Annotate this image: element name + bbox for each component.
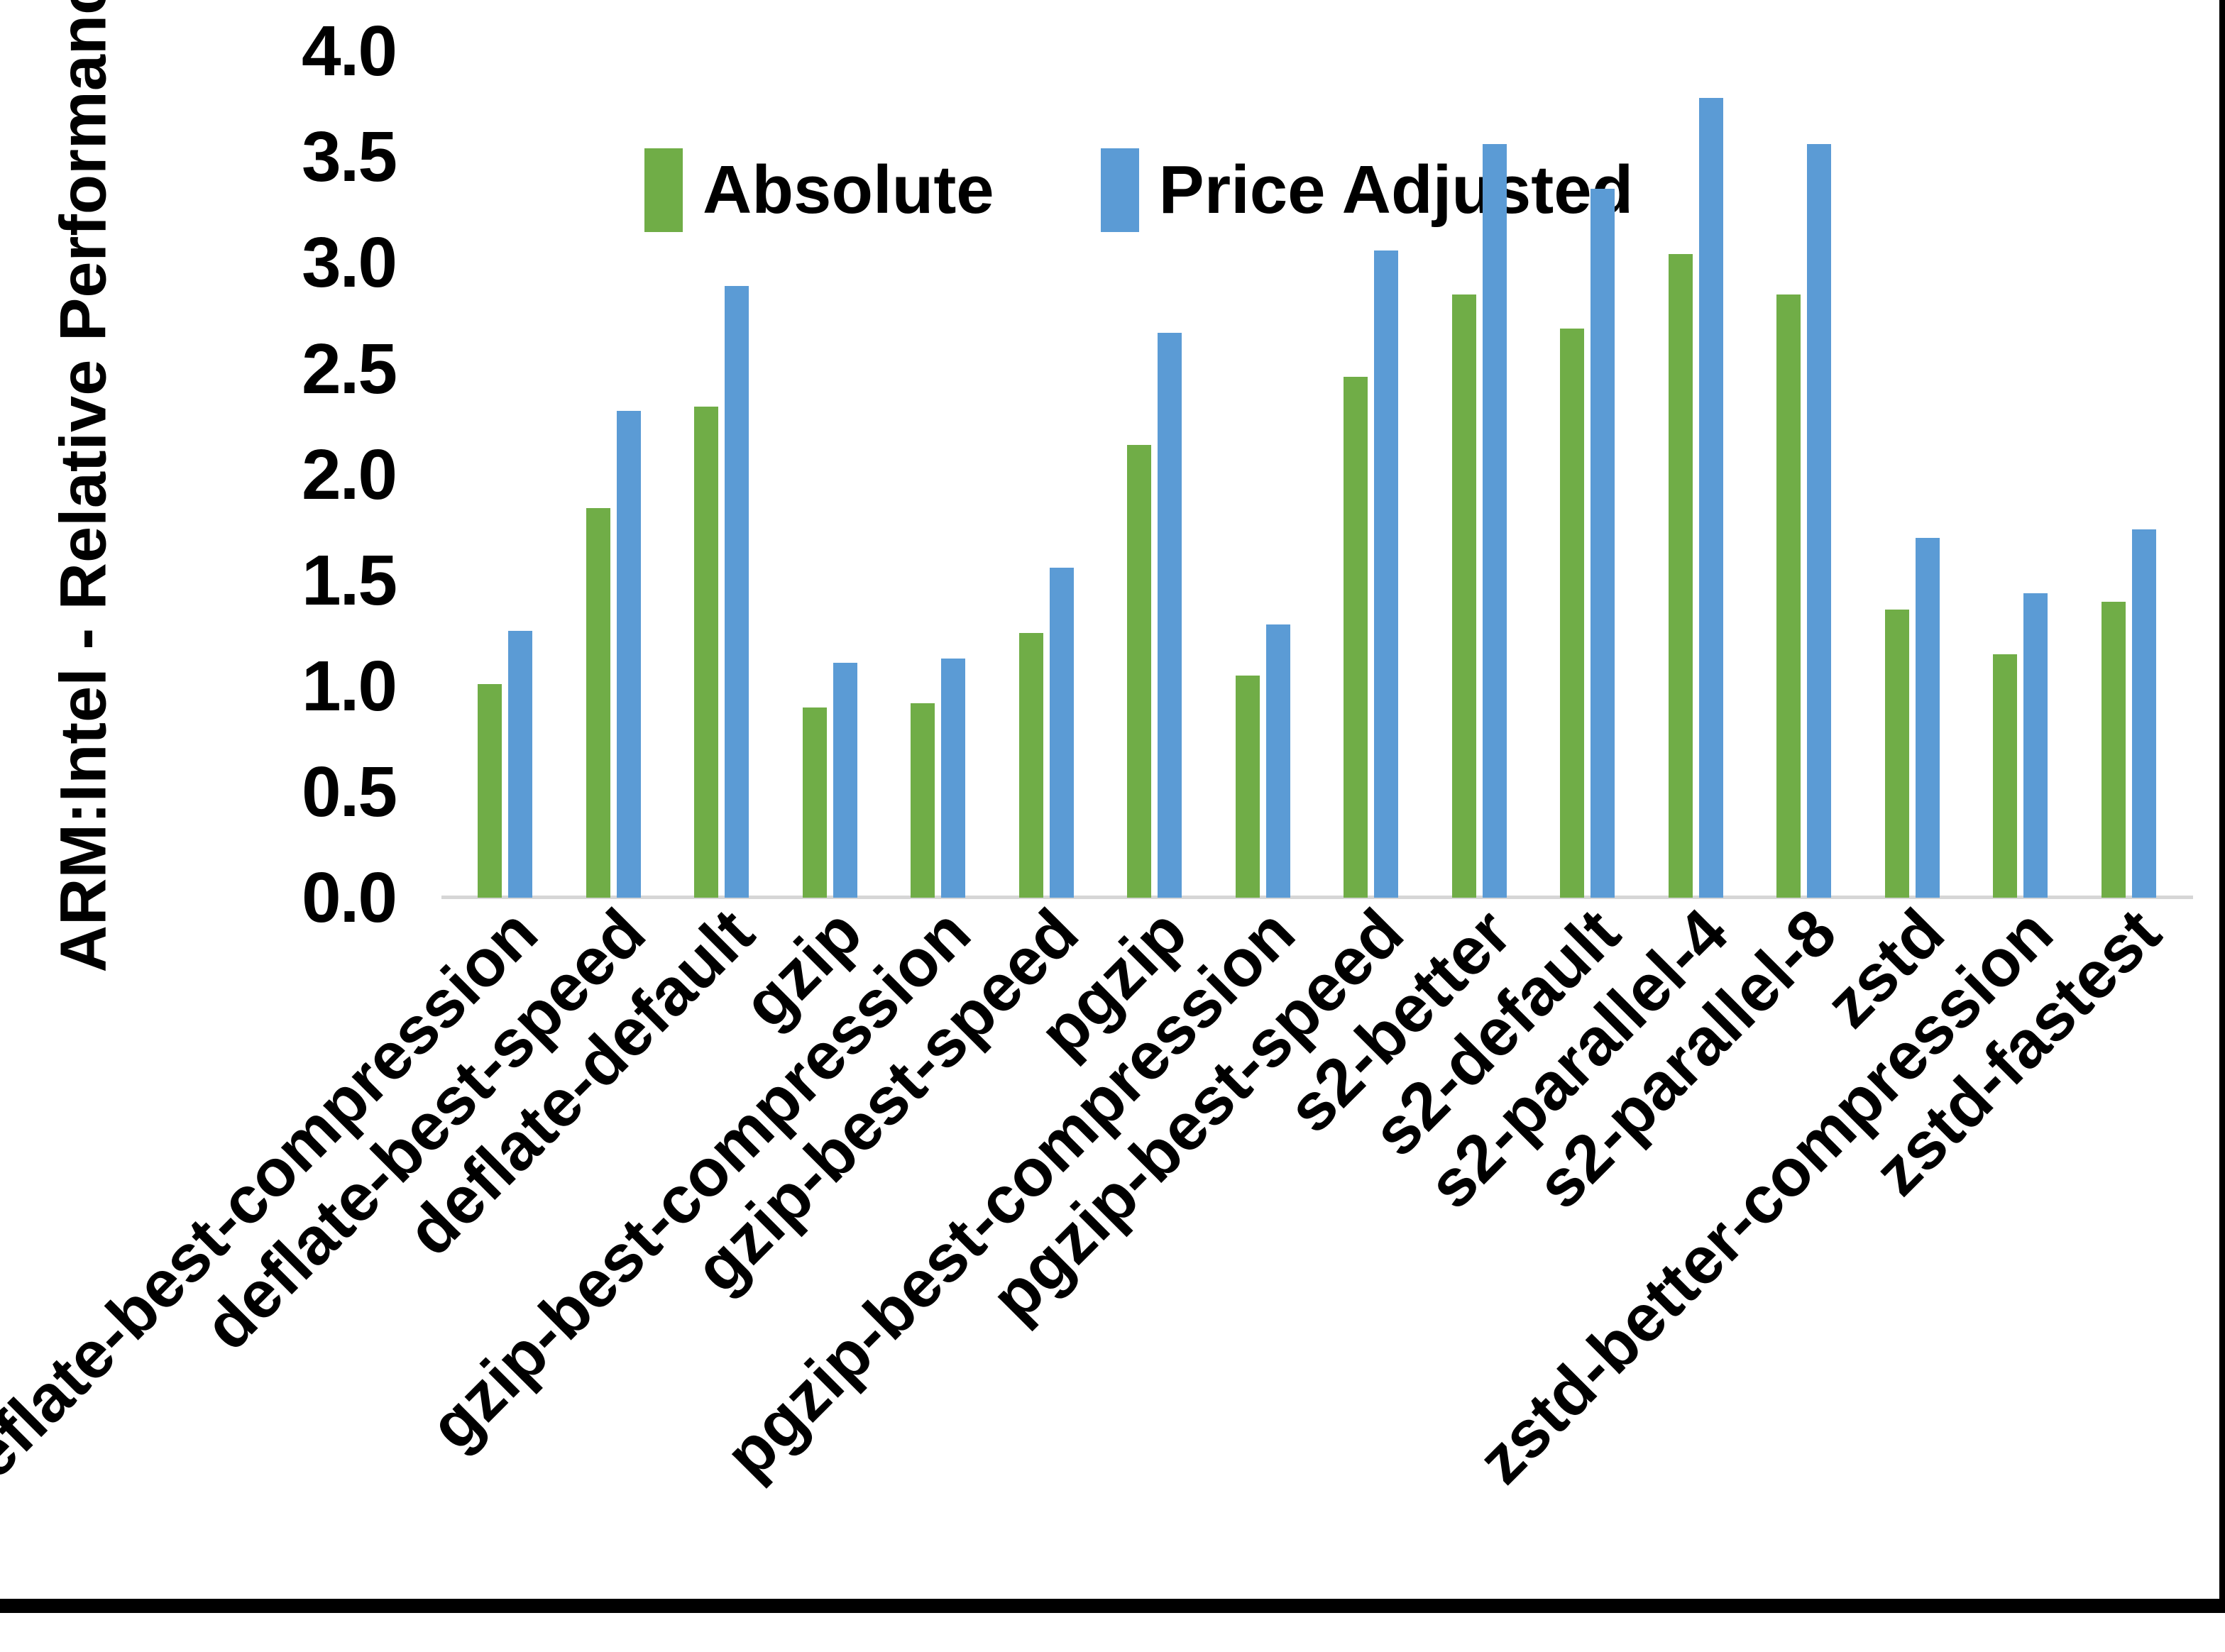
y-tick-label-3.5: 3.5 (301, 117, 397, 197)
chart-canvas: ARM:Intel - Relative Performance Absolut… (0, 0, 2225, 1613)
bar-price-adjusted-gzip (833, 662, 857, 898)
bar-absolute-s2-parallel-4 (1668, 254, 1693, 898)
legend-label-absolute: Absolute (703, 152, 994, 228)
bar-absolute-pgzip (1127, 444, 1151, 898)
y-tick-label-1.0: 1.0 (301, 646, 397, 726)
bottom-edge-bar (0, 1599, 2225, 1613)
bar-price-adjusted-s2-parallel-8 (1807, 144, 1831, 898)
x-axis-line (441, 896, 2193, 899)
bar-absolute-pgzip-best-speed (1344, 377, 1368, 898)
right-edge-bar (2219, 0, 2225, 1613)
bar-absolute-gzip-best-compression (911, 703, 935, 898)
bar-absolute-deflate-best-compression (478, 683, 502, 898)
bar-absolute-pgzip-best-compression (1235, 675, 1260, 898)
bar-price-adjusted-pgzip (1158, 332, 1182, 898)
legend-swatch-price-adjusted (1100, 148, 1139, 232)
bar-price-adjusted-s2-parallel-4 (1698, 97, 1723, 898)
bar-absolute-s2-better (1451, 294, 1476, 898)
bar-price-adjusted-gzip-best-compression (941, 659, 965, 898)
bar-price-adjusted-zstd (1915, 538, 1940, 898)
y-tick-label-0.5: 0.5 (301, 751, 397, 832)
y-tick-label-1.5: 1.5 (301, 540, 397, 620)
bar-price-adjusted-deflate-best-speed (616, 411, 641, 898)
bar-absolute-gzip-best-speed (1018, 633, 1043, 898)
bar-price-adjusted-pgzip-best-speed (1374, 250, 1398, 898)
y-tick-label-2.5: 2.5 (301, 329, 397, 409)
y-tick-label-3.0: 3.0 (301, 223, 397, 303)
bar-absolute-gzip (802, 707, 827, 898)
bar-absolute-s2-parallel-8 (1776, 294, 1801, 898)
bar-absolute-s2-default (1560, 328, 1584, 898)
legend-swatch-absolute (644, 148, 683, 232)
y-tick-label-2.0: 2.0 (301, 434, 397, 514)
bar-price-adjusted-s2-default (1591, 189, 1615, 898)
bar-price-adjusted-zstd-fastest (2131, 529, 2156, 898)
bar-absolute-deflate-default (694, 407, 718, 898)
bar-price-adjusted-pgzip-best-compression (1265, 624, 1290, 898)
y-tick-label-4.0: 4.0 (301, 11, 397, 92)
legend: Absolute Price Adjusted (644, 148, 1633, 233)
bar-price-adjusted-deflate-default (725, 286, 749, 898)
bar-absolute-zstd (1884, 610, 1909, 898)
bar-price-adjusted-zstd-better-compression (2023, 593, 2048, 898)
bar-absolute-zstd-fastest (2101, 601, 2126, 898)
bar-absolute-deflate-best-speed (586, 508, 610, 898)
bar-price-adjusted-gzip-best-speed (1049, 567, 1074, 898)
bar-absolute-zstd-better-compression (1993, 654, 2017, 898)
bar-price-adjusted-s2-better (1482, 144, 1507, 898)
bar-price-adjusted-deflate-best-compression (508, 631, 532, 898)
y-tick-label-0.0: 0.0 (301, 858, 397, 937)
legend-label-price-adjusted: Price Adjusted (1158, 152, 1634, 228)
